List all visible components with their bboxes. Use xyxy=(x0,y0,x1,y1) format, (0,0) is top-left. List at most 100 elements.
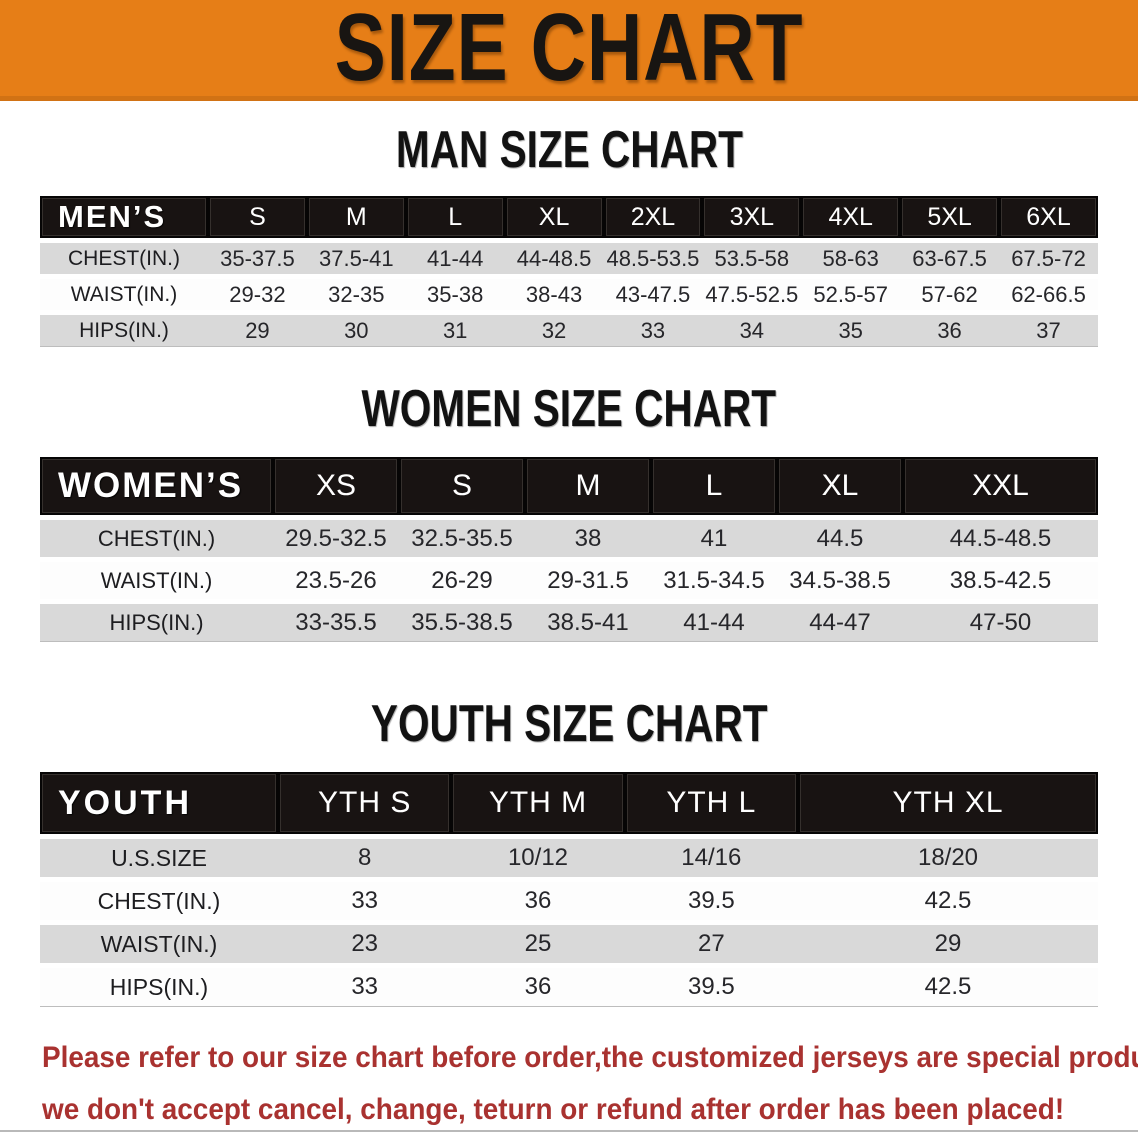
value-cell: 41-44 xyxy=(651,604,777,642)
women-size-table: WOMEN’S XS S M L XL XXL CHEST(IN.) 29.5-32.5 32.5… xyxy=(40,452,1098,647)
size-header-cell: YTH M xyxy=(451,772,625,834)
size-header-cell: YTH L xyxy=(624,772,798,834)
table-header-row: YOUTH YTH S YTH M YTH L YTH XL xyxy=(40,772,1098,834)
value-cell: 26-29 xyxy=(399,562,525,599)
value-cell: 35.5-38.5 xyxy=(399,604,525,642)
value-cell: 38-43 xyxy=(504,279,604,310)
table-row: WAIST(IN.) 23.5-26 26-29 29-31.5 31.5-34.5 34… xyxy=(40,562,1098,599)
value-cell: 32.5-35.5 xyxy=(399,520,525,557)
value-cell: 39.5 xyxy=(624,968,798,1007)
value-cell: 23 xyxy=(278,925,452,963)
men-section-heading: MAN SIZE CHART xyxy=(0,123,1138,177)
notice-line-2: we don't accept cancel, change, teturn o… xyxy=(42,1086,1138,1130)
value-cell: 62-66.5 xyxy=(999,279,1098,310)
value-cell: 67.5-72 xyxy=(999,243,1098,274)
value-cell: 44-47 xyxy=(777,604,903,642)
value-cell: 33-35.5 xyxy=(273,604,399,642)
value-cell: 48.5-53.5 xyxy=(603,243,703,274)
value-cell: 30 xyxy=(306,315,406,347)
value-cell: 44.5-48.5 xyxy=(903,520,1098,557)
table-row: CHEST(IN.) 29.5-32.5 32.5-35.5 38 41 44.5 44.5… xyxy=(40,520,1098,557)
order-notice: Please refer to our size chart before or… xyxy=(42,1034,1138,1130)
value-cell: 58-63 xyxy=(801,243,901,274)
notice-line-1-text: Please refer to our size chart before or… xyxy=(42,1041,1138,1074)
banner: SIZE CHART xyxy=(0,0,1138,101)
value-cell: 37 xyxy=(999,315,1098,347)
youth-section-heading: YOUTH SIZE CHART xyxy=(0,697,1138,751)
value-cell: 43-47.5 xyxy=(603,279,703,310)
value-cell: 14/16 xyxy=(624,839,798,877)
value-cell: 29-31.5 xyxy=(525,562,651,599)
value-cell: 10/12 xyxy=(451,839,625,877)
value-cell: 32 xyxy=(504,315,604,347)
value-cell: 36 xyxy=(451,882,625,920)
size-header-cell: M xyxy=(525,457,651,515)
value-cell: 47.5-52.5 xyxy=(702,279,802,310)
value-cell: 36 xyxy=(451,968,625,1007)
value-cell: 33 xyxy=(603,315,703,347)
table-row: HIPS(IN.) 33-35.5 35.5-38.5 38.5-41 41-44 44-… xyxy=(40,604,1098,642)
value-cell: 47-50 xyxy=(903,604,1098,642)
size-header-cell: L xyxy=(405,196,505,238)
value-cell: 35 xyxy=(801,315,901,347)
row-label-cell: CHEST(IN.) xyxy=(40,243,208,274)
value-cell: 35-37.5 xyxy=(208,243,307,274)
size-header-cell: XS xyxy=(273,457,399,515)
size-header-cell: 2XL xyxy=(603,196,703,238)
value-cell: 35-38 xyxy=(405,279,505,310)
table-row: HIPS(IN.) 33 36 39.5 42.5 xyxy=(40,968,1098,1007)
value-cell: 27 xyxy=(624,925,798,963)
value-cell: 37.5-41 xyxy=(306,243,406,274)
value-cell: 33 xyxy=(278,882,452,920)
value-cell: 38 xyxy=(525,520,651,557)
value-cell: 29 xyxy=(798,925,1098,963)
size-header-cell: 3XL xyxy=(702,196,802,238)
size-header-cell: 4XL xyxy=(801,196,901,238)
table-row: U.S.SIZE 8 10/12 14/16 18/20 xyxy=(40,839,1098,877)
table-row: WAIST(IN.) 29-32 32-35 35-38 38-43 43-47.5 47.… xyxy=(40,279,1098,310)
women-section-heading-text: WOMEN SIZE CHART xyxy=(361,380,777,438)
row-label-cell: CHEST(IN.) xyxy=(40,520,273,557)
size-header-cell: L xyxy=(651,457,777,515)
youth-size-table: YOUTH YTH S YTH M YTH L YTH XL U.S.SIZE 8 10/12… xyxy=(40,767,1098,1012)
table-header-row: WOMEN’S XS S M L XL XXL xyxy=(40,457,1098,515)
table-title-cell: WOMEN’S xyxy=(40,457,273,515)
row-label-cell: U.S.SIZE xyxy=(40,839,278,877)
value-cell: 31 xyxy=(405,315,505,347)
row-label-cell: WAIST(IN.) xyxy=(40,562,273,599)
value-cell: 44.5 xyxy=(777,520,903,557)
size-header-cell: XL xyxy=(777,457,903,515)
value-cell: 39.5 xyxy=(624,882,798,920)
table-row: WAIST(IN.) 23 25 27 29 xyxy=(40,925,1098,963)
value-cell: 41 xyxy=(651,520,777,557)
row-label-cell: HIPS(IN.) xyxy=(40,315,208,347)
value-cell: 34 xyxy=(702,315,802,347)
row-label-cell: WAIST(IN.) xyxy=(40,925,278,963)
size-header-cell: S xyxy=(399,457,525,515)
size-header-cell: YTH S xyxy=(278,772,452,834)
notice-line-2-text: we don't accept cancel, change, teturn o… xyxy=(42,1093,1065,1126)
notice-line-1: Please refer to our size chart before or… xyxy=(42,1034,1138,1086)
value-cell: 18/20 xyxy=(798,839,1098,877)
men-size-table: MEN’S S M L XL 2XL 3XL 4XL 5XL 6XL CHEST(IN.) 35-37… xyxy=(40,191,1098,352)
value-cell: 29 xyxy=(208,315,307,347)
size-header-cell: 5XL xyxy=(900,196,999,238)
value-cell: 41-44 xyxy=(405,243,505,274)
size-header-cell: YTH XL xyxy=(798,772,1098,834)
value-cell: 32-35 xyxy=(306,279,406,310)
value-cell: 38.5-41 xyxy=(525,604,651,642)
value-cell: 34.5-38.5 xyxy=(777,562,903,599)
value-cell: 29.5-32.5 xyxy=(273,520,399,557)
size-header-cell: S xyxy=(208,196,307,238)
row-label-cell: WAIST(IN.) xyxy=(40,279,208,310)
row-label-cell: HIPS(IN.) xyxy=(40,968,278,1007)
size-header-cell: 6XL xyxy=(999,196,1098,238)
row-label-cell: HIPS(IN.) xyxy=(40,604,273,642)
value-cell: 42.5 xyxy=(798,968,1098,1007)
value-cell: 57-62 xyxy=(900,279,999,310)
value-cell: 33 xyxy=(278,968,452,1007)
value-cell: 36 xyxy=(900,315,999,347)
table-header-row: MEN’S S M L XL 2XL 3XL 4XL 5XL 6XL xyxy=(40,196,1098,238)
value-cell: 23.5-26 xyxy=(273,562,399,599)
value-cell: 52.5-57 xyxy=(801,279,901,310)
